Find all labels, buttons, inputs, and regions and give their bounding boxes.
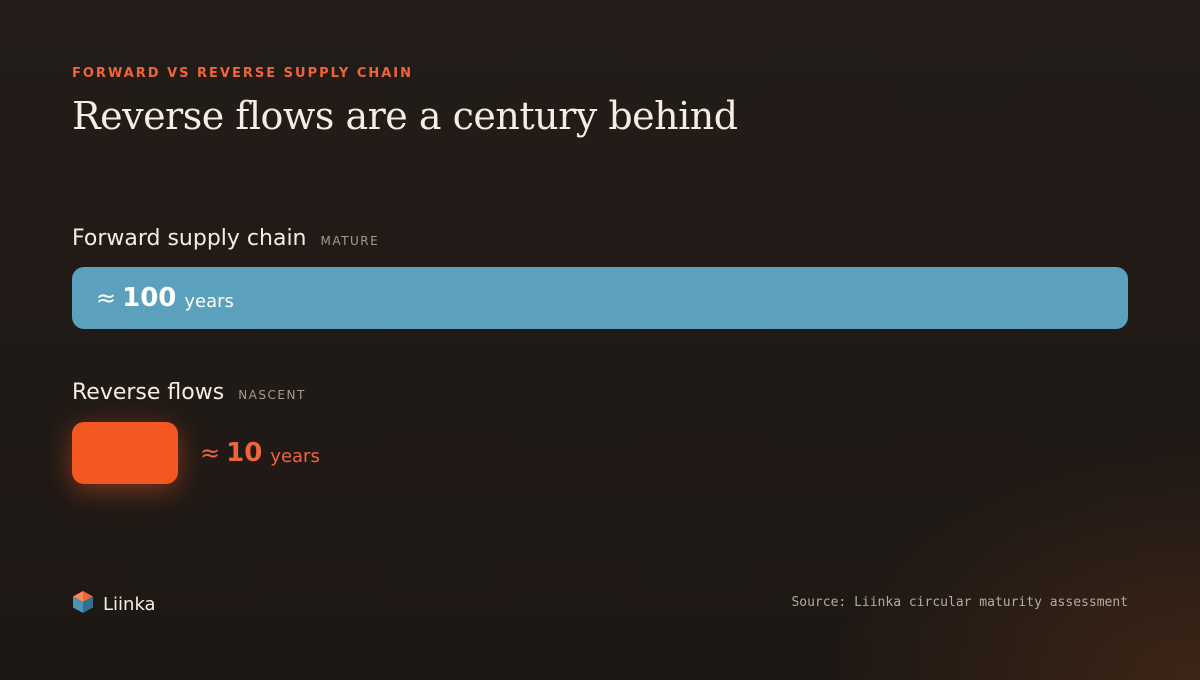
brand: Liinka — [72, 590, 156, 618]
category-label-forward: Forward supply chain — [72, 226, 307, 251]
bar-reverse — [72, 422, 178, 484]
data-value-reverse: 10 — [226, 438, 263, 468]
category-label-reverse: Reverse flows — [72, 380, 225, 405]
data-label-reverse: ≈ 10 years — [200, 422, 320, 484]
brand-name: Liinka — [103, 593, 156, 615]
liinka-logo-icon — [72, 590, 94, 618]
approx-symbol: ≈ — [96, 284, 117, 312]
data-label-forward: ≈ 100 years — [96, 267, 234, 329]
eyebrow-label: FORWARD VS REVERSE SUPPLY CHAIN — [72, 66, 414, 81]
bar-track-forward: ≈ 100 years — [72, 267, 1128, 329]
maturity-tag-forward: MATURE — [320, 234, 380, 248]
data-value-forward: 100 — [122, 283, 177, 313]
maturity-tag-reverse: NASCENT — [238, 388, 306, 402]
source-note: Source: Liinka circular maturity assessm… — [791, 595, 1128, 610]
data-unit-reverse: years — [270, 445, 320, 467]
bar-track-reverse: ≈ 10 years — [72, 422, 1128, 484]
data-unit-forward: years — [184, 290, 234, 312]
row-label-reverse: Reverse flows NASCENT — [72, 380, 306, 405]
page-title: Reverse flows are a century behind — [72, 94, 738, 138]
bar-forward — [72, 267, 1128, 329]
approx-symbol: ≈ — [200, 439, 221, 467]
row-label-forward: Forward supply chain MATURE — [72, 226, 379, 251]
